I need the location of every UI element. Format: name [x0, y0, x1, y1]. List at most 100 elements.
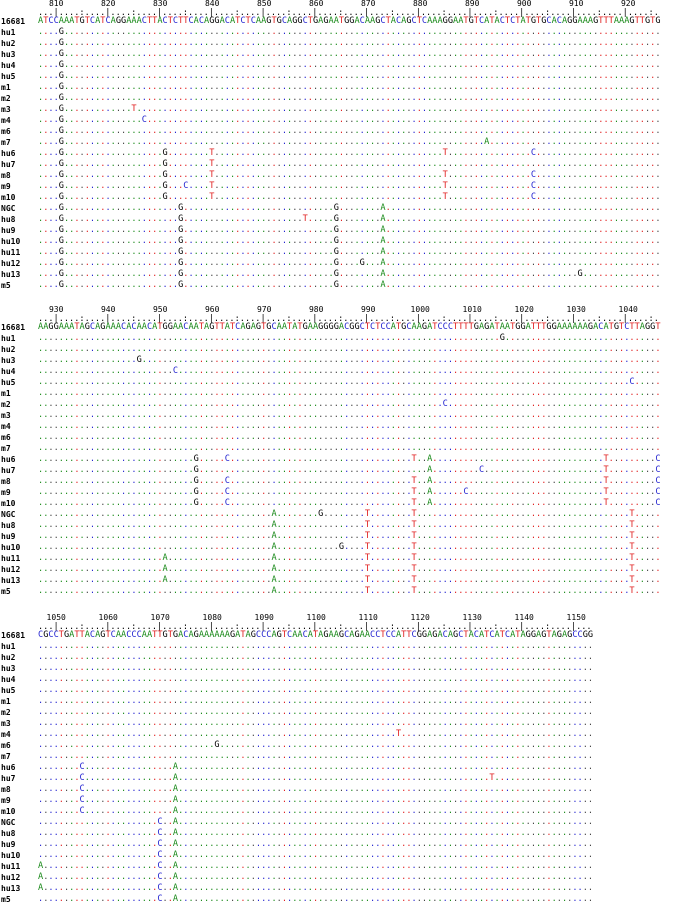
identity-dot: . [510, 355, 516, 365]
identity-dot: . [619, 421, 625, 431]
identity-dot: . [520, 247, 526, 257]
identity-dot: . [619, 465, 625, 475]
identity-dot: . [281, 203, 287, 213]
identity-dot: . [603, 126, 609, 136]
identity-dot: . [307, 82, 313, 92]
identity-dot: . [385, 38, 391, 48]
identity-dot: . [598, 192, 604, 202]
identity-dot: . [312, 399, 319, 409]
identity-dot: . [401, 93, 407, 103]
identity-dot: . [639, 399, 645, 409]
identity-dot: . [453, 432, 459, 442]
identity-dot: . [634, 214, 640, 224]
identity-dot: . [281, 366, 287, 376]
identity-dot: . [292, 60, 298, 70]
identity-dot: . [48, 49, 54, 59]
identity-dot: . [411, 38, 417, 48]
variant-base: T [442, 170, 448, 180]
identity-dot: . [541, 159, 547, 169]
identity-dot: . [546, 454, 552, 464]
identity-dot: . [193, 60, 199, 70]
identity-dot: . [390, 476, 396, 486]
identity-dot: . [499, 454, 505, 464]
identity-dot: . [520, 214, 526, 224]
identity-dot: . [587, 247, 594, 257]
identity-dot: . [79, 192, 85, 202]
identity-dot: . [261, 399, 267, 409]
identity-dot: . [162, 344, 168, 354]
identity-dot: . [250, 388, 256, 398]
identity-dot: . [84, 421, 90, 431]
identity-dot: . [209, 258, 215, 268]
identity-dot: . [411, 366, 417, 376]
variant-base: G [58, 280, 64, 290]
reference-base: T [489, 16, 495, 26]
identity-dot: . [427, 203, 433, 213]
identity-dot: . [198, 236, 204, 246]
identity-dot: . [504, 399, 511, 409]
identity-dot: . [453, 225, 459, 235]
identity-dot: . [484, 115, 490, 125]
identity-dot: . [146, 247, 153, 257]
identity-dot: . [567, 115, 573, 125]
identity-dot: . [510, 399, 516, 409]
identity-dot: . [323, 82, 329, 92]
identity-dot: . [214, 126, 220, 136]
reference-base: A [453, 16, 459, 26]
identity-dot: . [551, 399, 557, 409]
identity-dot: . [395, 333, 402, 343]
identity-dot: . [546, 333, 552, 343]
identity-dot: . [416, 454, 422, 464]
identity-dot: . [152, 476, 158, 486]
identity-dot: . [84, 104, 90, 114]
reference-base: T [458, 322, 464, 332]
identity-dot: . [53, 181, 59, 191]
identity-dot: . [577, 465, 583, 475]
identity-dot: . [172, 192, 179, 202]
reference-base: A [582, 16, 588, 26]
identity-dot: . [494, 377, 500, 387]
identity-dot: . [157, 181, 163, 191]
identity-dot: . [593, 71, 599, 81]
identity-dot: . [613, 443, 619, 453]
identity-dot: . [380, 71, 386, 81]
identity-dot: . [489, 236, 495, 246]
identity-dot: . [338, 93, 345, 103]
identity-dot: . [401, 454, 407, 464]
identity-dot: . [183, 269, 189, 279]
identity-dot: . [266, 280, 272, 290]
identity-dot: . [250, 27, 256, 37]
identity-dot: . [385, 410, 391, 420]
identity-dot: . [520, 126, 526, 136]
identity-dot: . [183, 170, 189, 180]
identity-dot: . [593, 280, 599, 290]
identity-dot: . [162, 60, 168, 70]
identity-dot: . [328, 344, 334, 354]
identity-dot: . [499, 82, 505, 92]
identity-dot: . [624, 388, 630, 398]
identity-dot: . [69, 71, 75, 81]
identity-dot: . [499, 115, 505, 125]
identity-dot: . [312, 104, 319, 114]
identity-dot: . [468, 476, 474, 486]
identity-dot: . [504, 104, 511, 114]
identity-dot: . [541, 247, 547, 257]
identity-dot: . [634, 60, 640, 70]
identity-dot: . [250, 366, 256, 376]
identity-dot: . [172, 487, 179, 497]
identity-dot: . [240, 476, 246, 486]
reference-base: A [328, 16, 334, 26]
identity-dot: . [38, 203, 44, 213]
identity-dot: . [442, 454, 448, 464]
identity-dot: . [136, 203, 142, 213]
identity-dot: . [178, 27, 184, 37]
identity-dot: . [364, 137, 370, 147]
identity-dot: . [587, 71, 594, 81]
identity-dot: . [141, 137, 147, 147]
identity-dot: . [598, 137, 604, 147]
identity-dot: . [354, 421, 360, 431]
identity-dot: . [172, 148, 179, 158]
identity-dot: . [69, 258, 75, 268]
identity-dot: . [349, 421, 355, 431]
identity-dot: . [193, 82, 199, 92]
